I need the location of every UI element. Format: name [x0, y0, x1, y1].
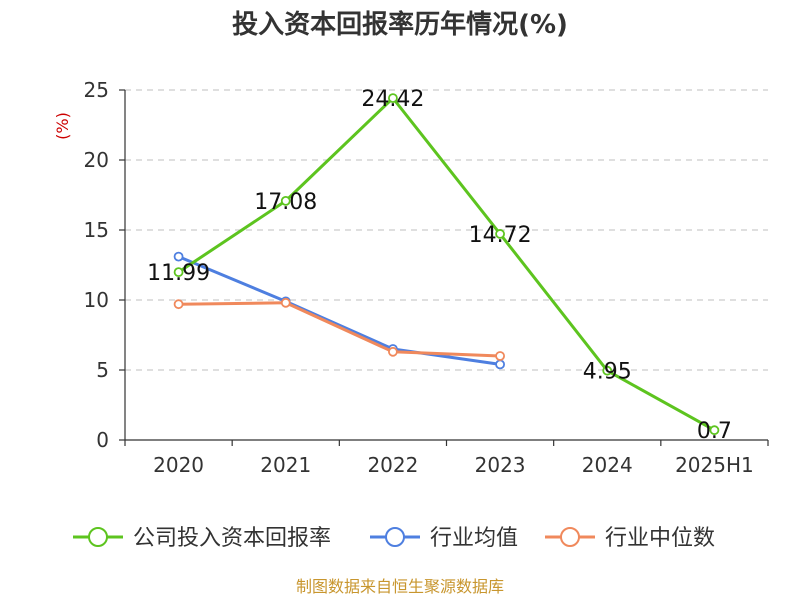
legend-label: 行业中位数	[605, 526, 715, 551]
data-point[interactable]	[495, 229, 505, 239]
y-tick-label: 5	[96, 358, 109, 382]
data-point[interactable]	[388, 93, 398, 104]
y-tick-label: 25	[84, 78, 109, 102]
y-tick-label: 15	[84, 218, 109, 242]
source-note: 制图数据来自恒生聚源数据库	[296, 577, 504, 596]
grid-layer	[125, 89, 768, 371]
x-tick-label: 2023	[475, 453, 526, 477]
data-point[interactable]	[495, 351, 505, 361]
x-tick-label: 2020	[153, 453, 204, 477]
data-label: 11.99	[147, 261, 210, 286]
data-point[interactable]	[280, 195, 291, 206]
data-point[interactable]	[602, 365, 613, 376]
data-point[interactable]	[280, 297, 291, 308]
data-point[interactable]	[495, 359, 505, 370]
x-tick-label: 2025H1	[675, 453, 754, 477]
legend-item-2[interactable]: 行业中位数	[545, 526, 715, 551]
axis-layer: 0 5 10 15 20 25 2020 2021 2022 2023 2024 2025H1	[84, 78, 769, 477]
data-point[interactable]	[709, 425, 720, 436]
legend-marker	[88, 527, 108, 547]
legend-item-1[interactable]: 行业均值	[370, 526, 518, 551]
y-tick-label: 10	[84, 288, 109, 312]
data-label: 17.08	[254, 190, 317, 215]
data-point[interactable]	[173, 299, 184, 310]
data-point[interactable]	[173, 267, 184, 278]
legend-label: 行业均值	[430, 526, 518, 551]
legend-item-0[interactable]: 公司投入资本回报率	[73, 526, 331, 551]
series-line-0	[177, 96, 716, 432]
series-line-2	[178, 301, 501, 358]
x-tick-label: 2024	[582, 453, 633, 477]
legend-label: 公司投入资本回报率	[133, 526, 331, 551]
data-label: 14.72	[469, 223, 532, 248]
data-label: 0.7	[697, 419, 732, 444]
series-layer	[173, 93, 720, 436]
legend-marker	[560, 527, 580, 547]
legend-marker	[385, 527, 405, 547]
data-point[interactable]	[173, 251, 184, 262]
chart-title: 投入资本回报率历年情况(%)	[232, 9, 568, 40]
y-tick-label: 0	[96, 428, 109, 452]
data-label: 24.42	[361, 87, 424, 112]
series-line-1	[178, 255, 501, 366]
legend[interactable]: 公司投入资本回报率 行业均值 行业中位数	[73, 526, 715, 551]
y-tick-label: 20	[84, 148, 109, 172]
data-label-layer: 11.99 17.08 24.42 14.72 4.95 0.7	[147, 87, 732, 444]
data-label: 4.95	[583, 360, 632, 385]
data-point[interactable]	[388, 346, 398, 357]
y-axis-unit: (%)	[53, 112, 72, 140]
x-tick-label: 2021	[260, 453, 311, 477]
x-tick-label: 2022	[367, 453, 418, 477]
